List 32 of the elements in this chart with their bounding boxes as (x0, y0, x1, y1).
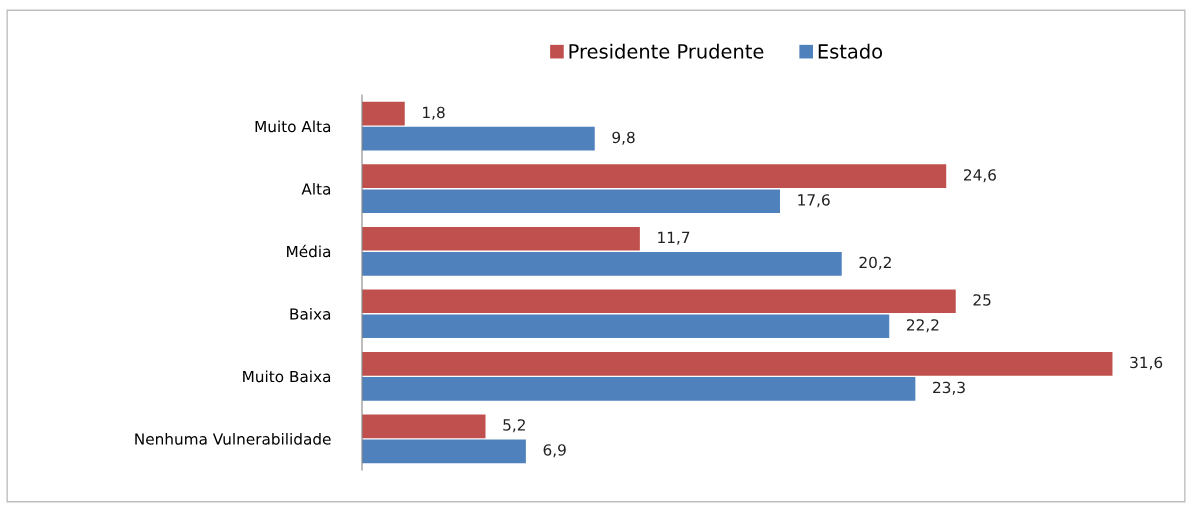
data-label: 17,6 (798, 194, 830, 208)
bar (362, 101, 405, 126)
y-tick-label: Nenhuma Vulnerabilidade (135, 432, 331, 445)
data-label: 23,3 (933, 381, 965, 395)
y-tick-label: Média (287, 244, 331, 258)
data-label: 22,2 (907, 319, 939, 333)
data-label: 24,6 (964, 169, 996, 183)
y-tick-label: Alta (301, 182, 331, 195)
data-label: 11,7 (658, 231, 690, 245)
bar (362, 439, 526, 464)
bar (362, 351, 1113, 376)
data-label: 6,9 (543, 444, 566, 458)
bar (362, 189, 780, 214)
bar (362, 414, 486, 439)
bar (362, 226, 640, 251)
bar (362, 314, 890, 339)
data-label: 1,8 (423, 106, 445, 120)
bar (362, 251, 842, 276)
legend-label: Estado (818, 43, 883, 59)
data-label: 31,6 (1130, 356, 1163, 370)
bar (362, 376, 916, 401)
y-tick-label: Baixa (290, 307, 331, 320)
data-label: 20,2 (859, 256, 891, 270)
bar (362, 126, 595, 151)
bar (362, 164, 947, 189)
y-tick-label: Muito Baixa (243, 370, 331, 383)
data-label: 25 (973, 294, 991, 306)
data-label: 9,8 (612, 131, 635, 145)
legend-label: Presidente Prudente (569, 43, 764, 59)
y-tick-label: Muito Alta (255, 120, 331, 133)
data-label: 5,2 (503, 419, 525, 433)
bar (362, 289, 956, 314)
